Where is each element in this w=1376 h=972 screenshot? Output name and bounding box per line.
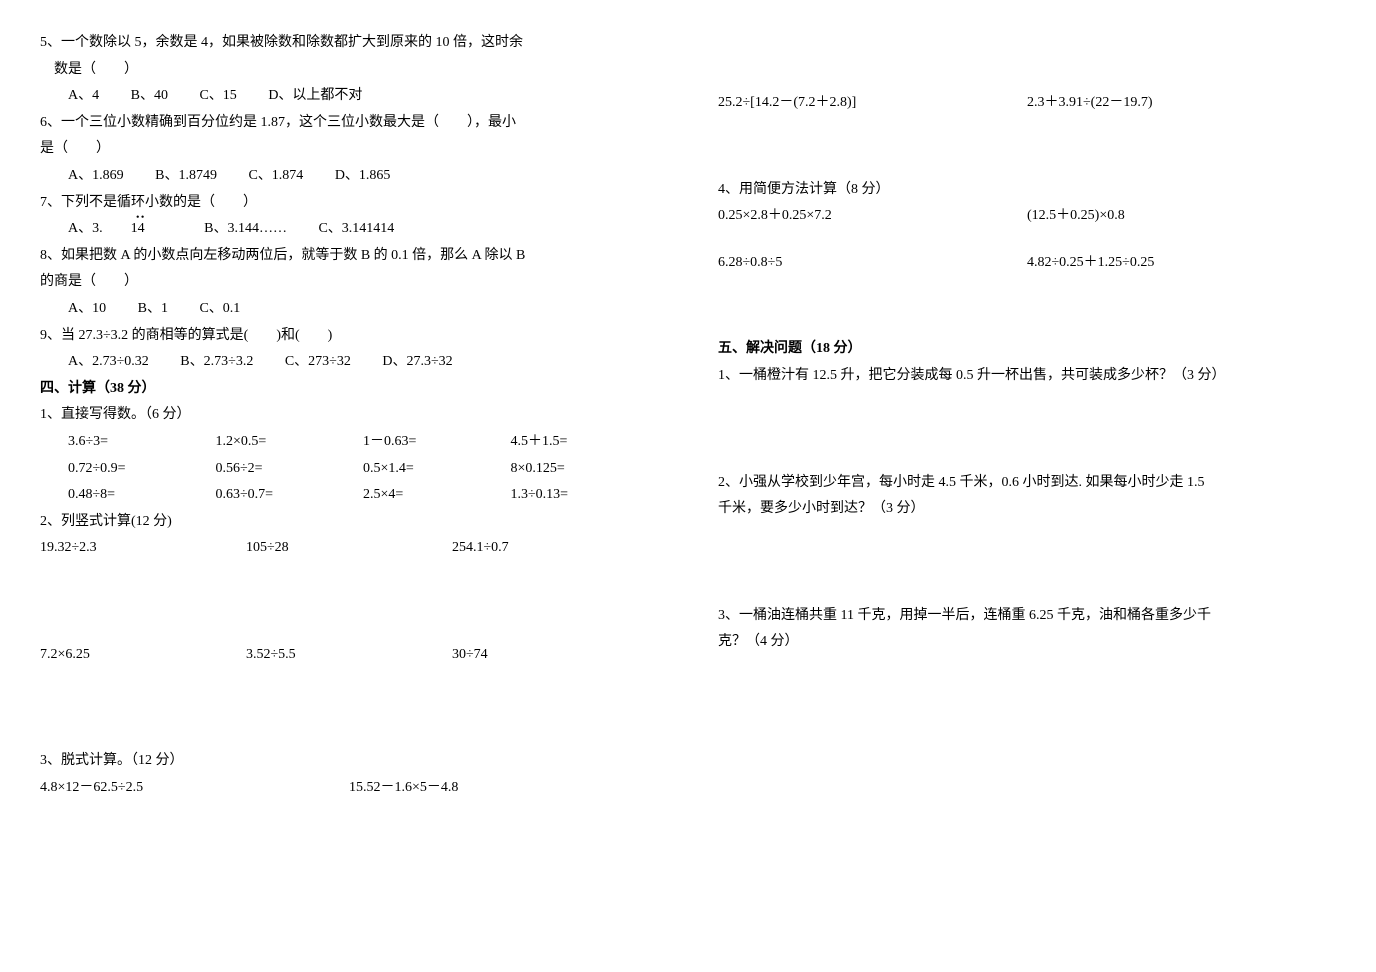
q6-opt-c: C、1.874 [248,163,303,190]
calc-item: 0.63÷0.7= [216,482,364,509]
q9-opt-d: D、27.3÷32 [382,349,452,376]
section-4-heading: 四、计算（38 分） [40,376,658,403]
calc-item: 2.5×4= [363,482,511,509]
q6-opt-d: D、1.865 [335,163,391,190]
q5-opt-c: C、15 [199,83,236,110]
q8-opt-c: C、0.1 [199,296,240,323]
q9-opt-b: B、2.73÷3.2 [180,349,253,376]
calc-item: 0.56÷2= [216,456,364,483]
q5-stem-line1: 5、一个数除以 5，余数是 4，如果被除数和除数都扩大到原来的 10 倍，这时余 [40,30,658,57]
q5-stem-line2: 数是（ ） [40,57,658,84]
calc-item: 30÷74 [452,642,658,669]
calc-p3-row1: 4.8×12－62.5÷2.5 15.52－1.6×5－4.8 [40,775,658,802]
calc-item: 4.82÷0.25＋1.25÷0.25 [1027,250,1336,277]
q7-opt-c: C、3.141414 [318,216,394,243]
q6-stem-line1: 6、一个三位小数精确到百分位约是 1.87，这个三位小数最大是（ ），最小 [40,110,658,137]
calc-item: 254.1÷0.7 [452,535,658,562]
q5-options: A、4 B、40 C、15 D、以上都不对 [40,83,658,110]
word-problem-2-line1: 2、小强从学校到少年宫，每小时走 4.5 千米，0.6 小时到达. 如果每小时少… [718,470,1336,497]
q7-stem: 7、下列不是循环小数的是（ ） [40,190,658,217]
calc-item: 4.8×12－62.5÷2.5 [40,775,349,802]
calc-item: 19.32÷2.3 [40,535,246,562]
q9-opt-c: C、273÷32 [285,349,351,376]
calc-p4-title: 4、用简便方法计算（8 分） [718,177,1336,204]
calc-item: 3.52÷5.5 [246,642,452,669]
calc-item: 15.52－1.6×5－4.8 [349,775,658,802]
calc-item: 2.3＋3.91÷(22－19.7) [1027,90,1336,117]
q6-stem-line2: 是（ ） [40,136,658,163]
calc-item: 8×0.125= [511,456,659,483]
q8-options: A、10 B、1 C、0.1 [40,296,658,323]
q8-opt-b: B、1 [138,296,168,323]
calc-item: 0.72÷0.9= [68,456,216,483]
calc-item: 105÷28 [246,535,452,562]
q5-opt-d: D、以上都不对 [268,83,362,110]
q7-opt-b: B、3.144…… [204,216,287,243]
calc-p1-title: 1、直接写得数。（6 分） [40,402,658,429]
calc-p1-row3: 0.48÷8= 0.63÷0.7= 2.5×4= 1.3÷0.13= [40,482,658,509]
calc-p2-title: 2、列竖式计算(12 分) [40,509,658,536]
q9-stem: 9、当 27.3÷3.2 的商相等的算式是( )和( ) [40,323,658,350]
calc-item: 0.25×2.8＋0.25×7.2 [718,203,1027,230]
calc-p3-row2: 25.2÷[14.2－(7.2＋2.8)] 2.3＋3.91÷(22－19.7) [718,90,1336,117]
calc-p2-row1: 19.32÷2.3 105÷28 254.1÷0.7 [40,535,658,562]
calc-item: 3.6÷3= [68,429,216,456]
calc-item: 1－0.63= [363,429,511,456]
q5-opt-b: B、40 [131,83,168,110]
calc-item: 6.28÷0.8÷5 [718,250,1027,277]
calc-item: 7.2×6.25 [40,642,246,669]
calc-item: 0.5×1.4= [363,456,511,483]
word-problem-3-line2: 克？（4 分） [718,629,1336,656]
word-problem-1: 1、一桶橙汁有 12.5 升，把它分装成每 0.5 升一杯出售，共可装成多少杯？… [718,363,1336,390]
calc-item: 1.2×0.5= [216,429,364,456]
q7-options: A、3.14 B、3.144…… C、3.141414 [40,216,658,243]
q6-opt-a: A、1.869 [68,163,124,190]
q5-opt-a: A、4 [68,83,99,110]
calc-p4-row1: 0.25×2.8＋0.25×7.2 (12.5＋0.25)×0.8 [718,203,1336,230]
q6-options: A、1.869 B、1.8749 C、1.874 D、1.865 [40,163,658,190]
q9-opt-a: A、2.73÷0.32 [68,349,149,376]
calc-p1-row1: 3.6÷3= 1.2×0.5= 1－0.63= 4.5＋1.5= [40,429,658,456]
calc-item: 4.5＋1.5= [511,429,659,456]
word-problem-2-line2: 千米，要多少小时到达？（3 分） [718,496,1336,523]
calc-p2-row2: 7.2×6.25 3.52÷5.5 30÷74 [40,642,658,669]
calc-item: 0.48÷8= [68,482,216,509]
calc-item: (12.5＋0.25)×0.8 [1027,203,1336,230]
calc-p1-row2: 0.72÷0.9= 0.56÷2= 0.5×1.4= 8×0.125= [40,456,658,483]
word-problem-3-line1: 3、一桶油连桶共重 11 千克，用掉一半后，连桶重 6.25 千克，油和桶各重多… [718,603,1336,630]
calc-item: 25.2÷[14.2－(7.2＋2.8)] [718,90,1027,117]
q9-options: A、2.73÷0.32 B、2.73÷3.2 C、273÷32 D、27.3÷3… [40,349,658,376]
calc-item: 1.3÷0.13= [511,482,659,509]
q7-opt-a: A、3.14 [68,216,173,243]
section-5-heading: 五、解决问题（18 分） [718,336,1336,363]
calc-p4-row2: 6.28÷0.8÷5 4.82÷0.25＋1.25÷0.25 [718,250,1336,277]
q8-opt-a: A、10 [68,296,106,323]
q8-stem-line2: 的商是（ ） [40,269,658,296]
calc-p3-title: 3、脱式计算。（12 分） [40,748,658,775]
q8-stem-line1: 8、如果把数 A 的小数点向左移动两位后，就等于数 B 的 0.1 倍，那么 A… [40,243,658,270]
q6-opt-b: B、1.8749 [155,163,217,190]
